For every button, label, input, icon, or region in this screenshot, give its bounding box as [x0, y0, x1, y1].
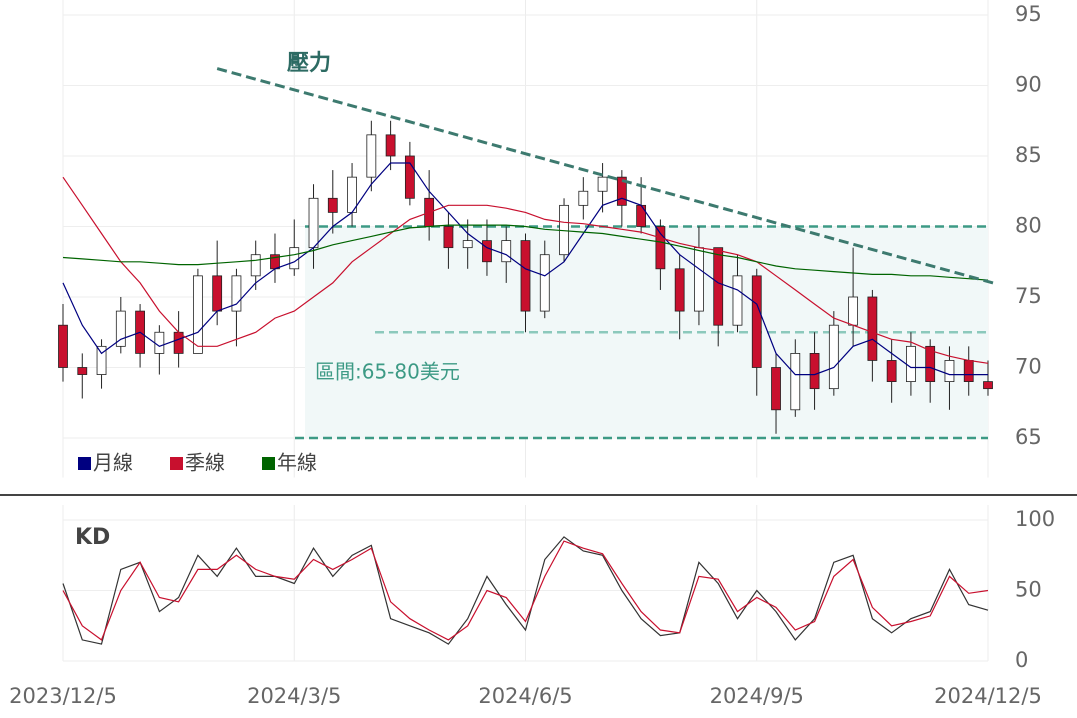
candle-body: [674, 268, 685, 312]
candle-body: [231, 275, 242, 312]
x-tick-label: 2024/6/5: [478, 684, 572, 708]
candle-body: [828, 324, 839, 390]
legend-label: 月線: [93, 451, 133, 475]
candle-body: [771, 367, 781, 411]
candle-body: [790, 352, 801, 411]
x-tick-label: 2024/3/5: [247, 684, 341, 708]
candle-body: [58, 324, 68, 368]
range-label: 區間:65-80美元: [315, 360, 460, 384]
candle-body: [713, 247, 724, 326]
candle-body: [327, 197, 338, 213]
line: [62, 536, 989, 645]
candle-body: [385, 134, 396, 157]
candle-body: [192, 275, 203, 354]
candle-body: [867, 296, 878, 361]
candle-body: [482, 240, 492, 263]
candle-body: [983, 381, 993, 390]
x-tick-label: 2024/12/5: [934, 684, 1042, 708]
y-tick-label: 70: [1015, 355, 1042, 379]
y-tick-label: 50: [1015, 578, 1042, 602]
candle-body: [115, 310, 126, 347]
candle-body: [578, 190, 589, 206]
candle-body: [944, 360, 955, 383]
legend-swatch: [262, 457, 275, 470]
candle-body: [886, 360, 897, 383]
candle-body: [462, 240, 473, 249]
y-tick-label: 0: [1015, 648, 1028, 672]
line: [62, 224, 989, 281]
panel-title: KD: [75, 525, 110, 550]
candle-body: [366, 134, 377, 178]
y-tick-label: 85: [1015, 143, 1042, 167]
candle-body: [501, 240, 512, 263]
legend-swatch: [170, 457, 183, 470]
y-tick-label: 100: [1015, 507, 1055, 531]
candle-body: [96, 345, 107, 375]
candle-body: [77, 367, 88, 375]
candle-body: [655, 226, 666, 270]
candle-body: [963, 360, 974, 383]
candle-body: [289, 247, 300, 270]
y-tick-label: 90: [1015, 73, 1042, 97]
line: [62, 176, 989, 364]
candle-body: [443, 226, 454, 249]
candle-body: [636, 204, 647, 227]
candle-body: [173, 331, 184, 354]
candle-body: [250, 254, 261, 277]
legend-label: 年線: [277, 451, 317, 475]
candle-body: [694, 247, 704, 312]
x-tick-label: 2024/9/5: [710, 684, 804, 708]
candle-body: [597, 176, 608, 192]
legend-swatch: [78, 457, 91, 470]
candle-body: [848, 296, 859, 326]
trend-label: 壓力: [287, 51, 331, 76]
candle-body: [751, 275, 762, 368]
y-tick-label: 65: [1015, 425, 1042, 449]
candle-body: [154, 331, 165, 354]
candle-body: [732, 275, 743, 326]
x-tick-label: 2023/12/5: [9, 684, 117, 708]
candle-body: [539, 254, 550, 312]
candle-body: [809, 352, 820, 390]
legend-label: 季線: [185, 451, 225, 475]
y-tick-label: 95: [1015, 2, 1042, 26]
candle-body: [520, 240, 531, 312]
y-tick-label: 75: [1015, 284, 1042, 308]
candle-body: [906, 345, 916, 383]
candle-body: [308, 197, 319, 249]
line: [62, 540, 989, 641]
candle-body: [212, 275, 223, 312]
candle-body: [925, 345, 936, 383]
candle-body: [616, 176, 627, 206]
candle-body: [404, 155, 415, 199]
y-tick-label: 80: [1015, 214, 1042, 238]
line: [62, 162, 988, 376]
